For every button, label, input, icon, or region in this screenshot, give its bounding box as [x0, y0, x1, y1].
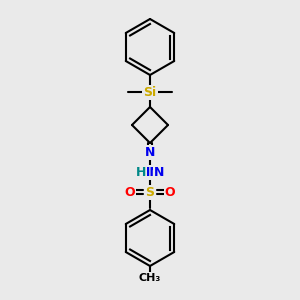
Text: S: S	[146, 185, 154, 199]
Text: O: O	[125, 185, 135, 199]
Text: CH₃: CH₃	[139, 273, 161, 283]
Text: HN: HN	[140, 166, 160, 178]
Text: Si: Si	[143, 85, 157, 98]
Text: N: N	[154, 166, 164, 178]
Text: N: N	[145, 146, 155, 158]
Text: H: H	[136, 166, 146, 178]
Text: O: O	[165, 185, 175, 199]
